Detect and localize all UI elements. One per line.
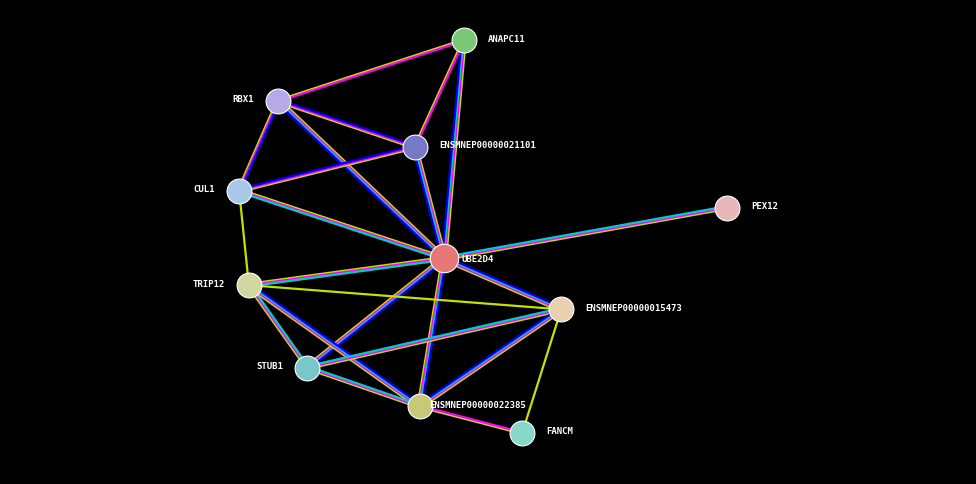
Text: FANCM: FANCM [547,426,574,436]
Point [241,282,257,289]
Text: CUL1: CUL1 [193,184,215,194]
Text: STUB1: STUB1 [256,361,283,370]
Point [514,429,530,437]
Point [412,403,427,410]
Point [436,255,452,263]
Point [300,364,315,372]
Text: ENSMNEP00000021101: ENSMNEP00000021101 [439,141,536,150]
Point [270,98,286,106]
Point [719,204,735,212]
Text: ENSMNEP00000015473: ENSMNEP00000015473 [586,303,682,312]
Text: UBE2D4: UBE2D4 [462,255,494,263]
Text: TRIP12: TRIP12 [192,279,224,288]
Text: PEX12: PEX12 [752,201,779,211]
Point [407,144,423,151]
Point [231,187,247,195]
Text: ANAPC11: ANAPC11 [488,34,526,44]
Point [456,37,471,45]
Text: ENSMNEP00000022385: ENSMNEP00000022385 [429,400,526,409]
Text: RBX1: RBX1 [232,95,254,104]
Point [553,306,569,314]
